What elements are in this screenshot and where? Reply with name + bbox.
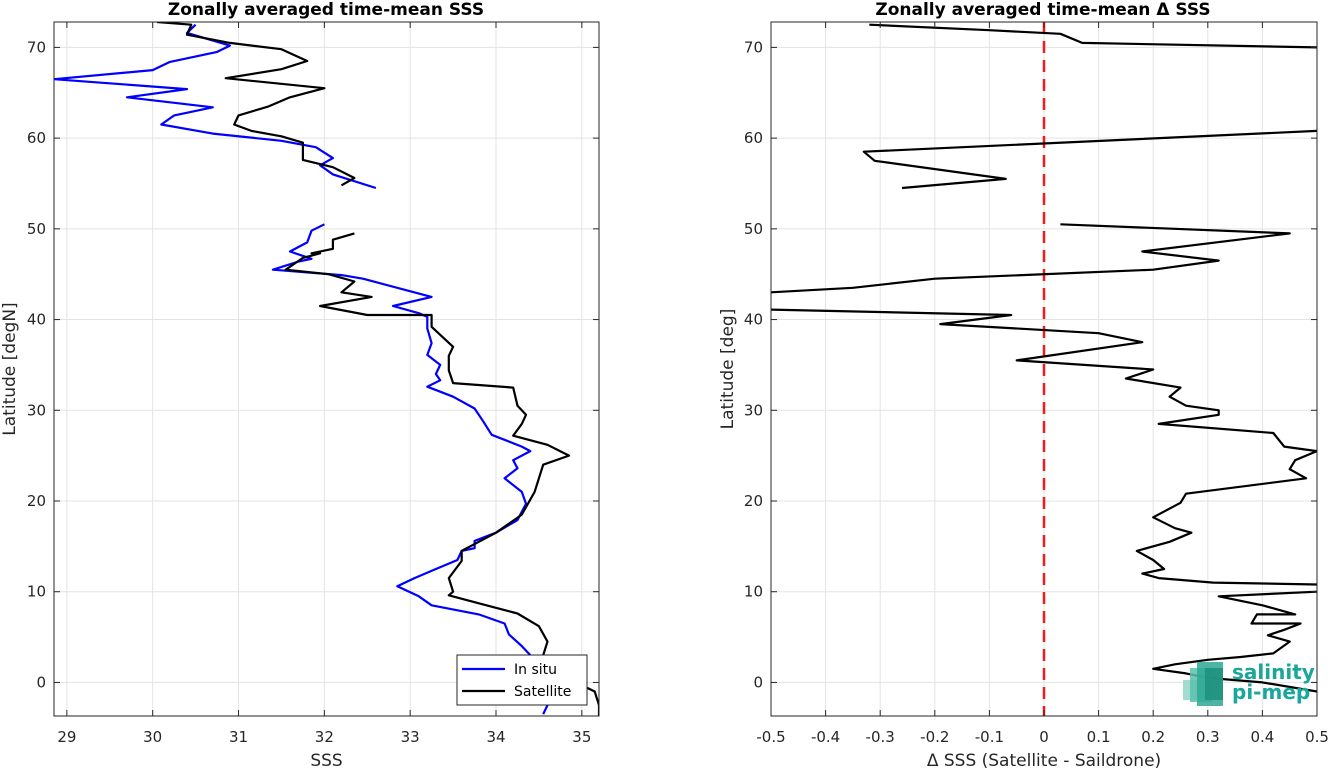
- x-tick-label: -0.2: [920, 728, 949, 746]
- y-tick-label: 0: [753, 673, 763, 691]
- x-tick-label: 0.5: [1305, 728, 1329, 746]
- x-tick-label: 0.4: [1250, 728, 1274, 746]
- y-tick-label: 10: [27, 583, 46, 601]
- delta-sss-series-line: [771, 223, 1291, 294]
- y-tick-label: 70: [744, 38, 763, 56]
- delta-sss-series-line: [869, 23, 1317, 49]
- legend-label: In situ: [514, 662, 557, 678]
- x-tick-label: 30: [143, 728, 162, 746]
- x-tick-label: 35: [572, 728, 591, 746]
- y-axis-label: Latitude [degN]: [0, 302, 20, 435]
- x-tick-label: -0.4: [811, 728, 840, 746]
- y-tick-label: 50: [27, 220, 46, 238]
- y-tick-label: 40: [744, 311, 763, 329]
- y-tick-label: 30: [744, 401, 763, 419]
- satellite-series-line: [284, 232, 599, 716]
- y-tick-label: 70: [27, 38, 46, 56]
- x-tick-label: -0.1: [975, 728, 1004, 746]
- logo-text-line1: salinity: [1232, 660, 1315, 684]
- chart-title: Zonally averaged time-mean SSS: [168, 0, 484, 20]
- y-axis-label: Latitude [deg]: [718, 309, 738, 430]
- x-tick-label: -0.3: [866, 728, 895, 746]
- x-tick-label: 33: [401, 728, 420, 746]
- axes-box: [53, 21, 600, 717]
- plot-area: [771, 23, 1317, 693]
- x-tick-label: 32: [315, 728, 334, 746]
- delta-sss-series-line: [1152, 590, 1317, 693]
- in-situ-series-line: [54, 23, 377, 190]
- y-tick-label: 50: [744, 220, 763, 238]
- y-tick-label: 20: [27, 492, 46, 510]
- x-tick-label: -0.5: [756, 728, 785, 746]
- x-tick-label: 0.3: [1196, 728, 1220, 746]
- y-tick-label: 10: [744, 583, 763, 601]
- x-axis-label: Δ SSS (Satellite - Saildrone): [927, 751, 1161, 769]
- delta-sss-series-line: [771, 308, 1317, 586]
- x-tick-label: 29: [57, 728, 76, 746]
- satellite-series-line: [156, 22, 356, 187]
- y-tick-label: 40: [27, 311, 46, 329]
- legend-box: [456, 654, 588, 706]
- y-tick-label: 60: [27, 129, 46, 147]
- y-tick-label: 0: [36, 673, 46, 691]
- delta-sss-series-line: [862, 129, 1317, 190]
- x-tick-label: 0: [1039, 728, 1049, 746]
- x-tick-label: 0.1: [1087, 728, 1111, 746]
- legend-label: Satellite: [514, 684, 571, 700]
- chart-2: -0.5 -0.4 -0.3 -0.2 -0.1 0 0.1 0.2 0.3 0.4 0.5 0 10 2…: [718, 0, 1329, 769]
- plot-area: [54, 22, 599, 716]
- logo-wave-bar: [1205, 668, 1223, 700]
- legend: In situ Satellite: [456, 654, 588, 706]
- y-tick-label: 30: [27, 401, 46, 419]
- x-tick-label: 0.2: [1141, 728, 1165, 746]
- y-tick-label: 60: [744, 129, 763, 147]
- logo-text-line2: pi-mep: [1232, 680, 1310, 704]
- chart-title: Zonally averaged time-mean Δ SSS: [875, 0, 1210, 20]
- in-situ-series-line: [271, 223, 549, 715]
- x-axis-label: SSS: [310, 751, 342, 769]
- chart-1: 29 30 31 32 33 34 35 0 10 20 30 40 50 60 70 Zonally ave…: [0, 0, 600, 769]
- x-tick-label: 34: [486, 728, 505, 746]
- x-tick-label: 31: [229, 728, 248, 746]
- y-tick-label: 20: [744, 492, 763, 510]
